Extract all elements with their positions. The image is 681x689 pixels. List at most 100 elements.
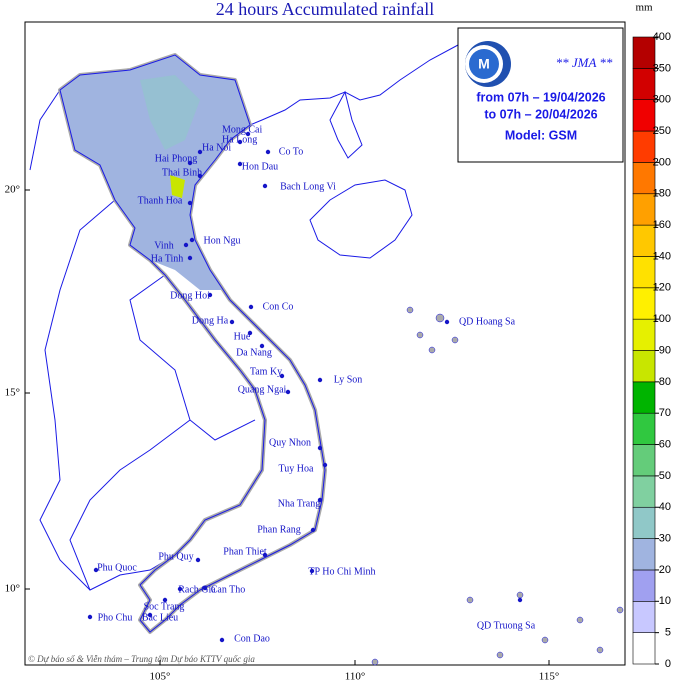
place-dot	[195, 557, 201, 563]
legend-label: 40	[659, 501, 671, 513]
agency: ** JMA **	[556, 55, 613, 70]
place-label: Bac Lieu	[142, 612, 178, 623]
place-dot	[197, 173, 203, 179]
place-dot	[317, 497, 323, 503]
period-to: to 07h – 20/04/2026	[484, 107, 597, 121]
legend-label: 0	[665, 658, 671, 670]
place-label: Ha Noi	[202, 142, 231, 153]
place-dot	[93, 567, 99, 573]
period-from: from 07h – 19/04/2026	[476, 90, 605, 104]
legend-unit: mm	[635, 2, 653, 14]
legend-label: 80	[659, 376, 671, 388]
place-label: Rach Gia	[178, 584, 216, 595]
legend-label: 250	[653, 125, 671, 137]
place-dot	[517, 597, 523, 603]
place-dot	[202, 585, 208, 591]
legend-swatch	[632, 350, 656, 383]
longitude-label: 105°	[150, 671, 171, 683]
place-dot	[245, 131, 251, 137]
place-dot	[285, 389, 291, 395]
legend-swatch	[632, 381, 656, 414]
place-dot	[309, 568, 315, 574]
legend-label: 160	[653, 219, 671, 231]
model: Model: GSM	[505, 128, 577, 142]
longitude-label: 110°	[345, 671, 366, 683]
place-label: TP Ho Chi Minh	[308, 566, 375, 577]
place-label: Can Tho	[211, 584, 246, 595]
place-label: Quang Ngai	[238, 384, 287, 395]
place-label: Phu Quy	[158, 551, 193, 562]
place-label: Mong Cai	[222, 124, 263, 135]
place-label: Con Dao	[234, 633, 270, 644]
legend-label: 180	[653, 188, 671, 200]
place-label: Dong Ha	[192, 315, 229, 326]
place-label: Tam Ky	[250, 366, 282, 377]
map-title: 24 hours Accumulated rainfall	[216, 0, 434, 19]
place-label: Ly Son	[334, 374, 363, 385]
place-dot	[219, 637, 225, 643]
legend-label: 10	[659, 595, 671, 607]
place-label: Hon Dau	[242, 161, 278, 172]
place-dot	[162, 597, 168, 603]
place-label: QD Truong Sa	[477, 620, 536, 631]
place-dot	[197, 149, 203, 155]
place-label: Phan Thiet	[223, 546, 267, 557]
legend-label: 120	[653, 282, 671, 294]
info-box: M ** JMA ** from 07h – 19/04/2026 to 07h…	[457, 27, 624, 163]
place-label: Vinh	[154, 240, 173, 251]
footer: © Dự báo số & Viễn thám – Trung tâm Dự b…	[28, 654, 255, 664]
place-dot	[310, 527, 316, 533]
place-dot	[444, 319, 450, 325]
legend-swatch	[632, 36, 656, 69]
legend-label: 350	[653, 62, 671, 74]
place-dot	[207, 292, 213, 298]
longitude-label: 115°	[539, 671, 560, 683]
place-dot	[229, 319, 235, 325]
legend-swatch	[632, 444, 656, 477]
legend-label: 5	[665, 627, 671, 639]
place-dot	[147, 612, 153, 618]
legend-label: 90	[659, 344, 671, 356]
legend-label: 300	[653, 94, 671, 106]
legend-swatch	[632, 569, 656, 602]
place-dot	[317, 445, 323, 451]
place-dot	[322, 462, 328, 468]
place-dot	[189, 237, 195, 243]
legend-label: 30	[659, 533, 671, 545]
legend-label: 100	[653, 313, 671, 325]
place-dot	[187, 255, 193, 261]
place-label: Ha Long	[222, 134, 257, 145]
color-legend: mm 0 5 10 20 30 40 50 60 70 80 90 100 120 140 160 180 200…	[632, 2, 671, 670]
place-label: Nha Trang	[278, 498, 321, 509]
place-dot	[279, 373, 285, 379]
legend-swatch	[632, 412, 656, 445]
place-label: Dong Hoi	[170, 290, 210, 301]
latitude-label: 20°	[5, 184, 20, 196]
place-dot	[237, 139, 243, 145]
legend-label: 140	[653, 250, 671, 262]
place-dot	[317, 377, 323, 383]
place-label: QD Hoang Sa	[459, 316, 516, 327]
place-dot	[262, 552, 268, 558]
place-dot	[237, 161, 243, 167]
place-dot	[187, 160, 193, 166]
place-label: Soc Trang	[144, 601, 185, 612]
place-label: Thanh Hoa	[138, 195, 183, 206]
place-label: Ha Tinh	[151, 253, 184, 264]
axis-labels: 20° 15° 10° 105° 110° 115°	[5, 184, 560, 683]
place-dot	[259, 343, 265, 349]
legend-label: 400	[653, 31, 671, 43]
place-dot	[265, 149, 271, 155]
place-label: Phan Rang	[257, 524, 301, 535]
place-label: Phu Quoc	[97, 562, 137, 573]
place-label: Bach Long Vi	[280, 181, 336, 192]
legend-label: 200	[653, 156, 671, 168]
legend-label: 20	[659, 564, 671, 576]
place-dot	[87, 614, 93, 620]
place-label: Thai Binh	[162, 167, 202, 178]
legend-label: 50	[659, 470, 671, 482]
latitude-label: 10°	[5, 583, 20, 595]
legend-label: 70	[659, 407, 671, 419]
